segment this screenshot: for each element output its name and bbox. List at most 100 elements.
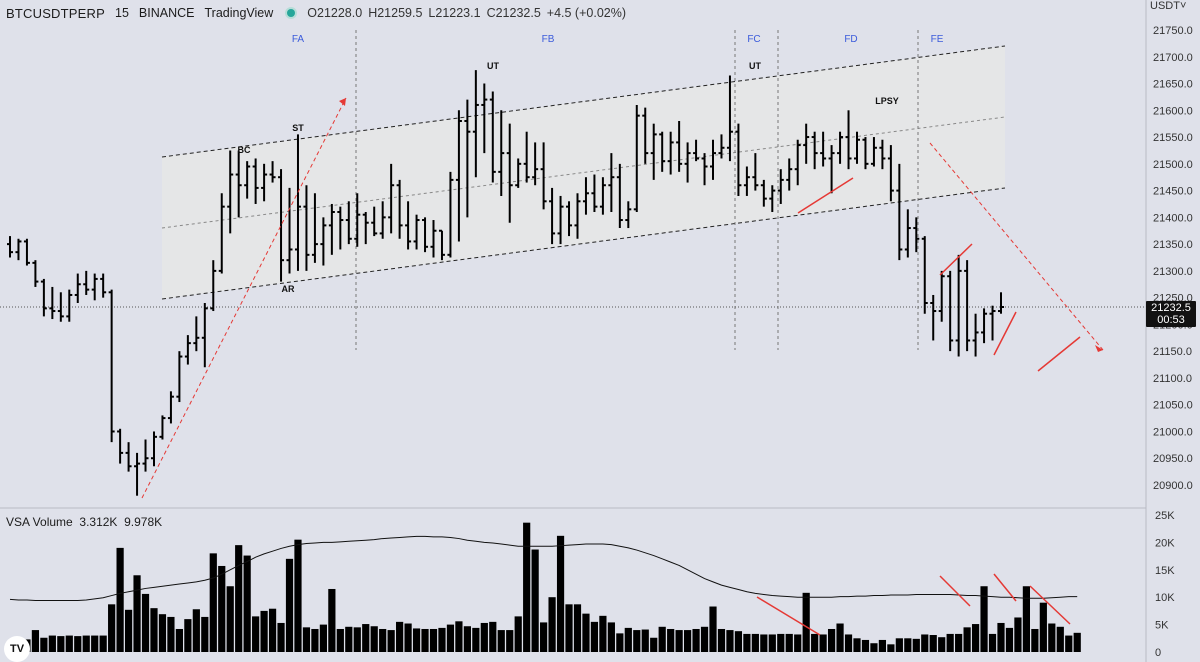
volume-bar (878, 639, 887, 652)
volume-bar (302, 627, 311, 652)
volume-bar (463, 626, 471, 652)
ohlc-bar (15, 238, 22, 261)
ohlc-bar (379, 201, 386, 239)
volume-bar (768, 634, 776, 652)
volume-bars[interactable] (6, 522, 1081, 652)
ohlc-low: L21223.1 (428, 6, 481, 20)
volume-bar (938, 637, 946, 652)
volume-bar (167, 616, 175, 652)
volume-bar (277, 622, 285, 652)
ohlc-bar (557, 195, 564, 245)
ohlc-bar (574, 193, 581, 239)
ohlc-bar (769, 185, 776, 212)
ohlc-bar (396, 179, 403, 239)
volume-bar (641, 629, 649, 652)
ohlc-bar (278, 169, 285, 282)
phase-label: FA (292, 34, 305, 45)
volume-bar (336, 628, 344, 652)
volume-bar (489, 621, 497, 652)
volume-bar (895, 638, 903, 652)
ohlc-bar (506, 123, 513, 223)
volume-bar (1022, 586, 1030, 652)
ohlc-bar (227, 150, 234, 234)
volume-value-2: 9.978K (124, 515, 163, 529)
volume-legend[interactable]: VSA Volume 3.312K 9.978K (6, 515, 162, 529)
ohlc-bar (667, 131, 674, 175)
ohlc-bar (49, 286, 56, 320)
volume-bar (506, 630, 514, 652)
ohlc-bar (625, 201, 632, 229)
ohlc-bar (599, 177, 606, 215)
ohlc-bar (405, 201, 412, 250)
volume-bar (1073, 632, 1081, 652)
ohlc-high: H21259.5 (368, 6, 423, 20)
event-label: AR (282, 284, 295, 294)
price-tick-label: 21350.0 (1153, 239, 1193, 251)
ohlc-bar (261, 163, 268, 202)
volume-bar (455, 621, 463, 652)
price-axis[interactable]: 21750.0 21700.0 21650.0 21600.0 21550.0 21500… (1153, 25, 1193, 659)
volume-bar (582, 613, 590, 652)
volume-bar (1056, 626, 1064, 652)
volume-bar (421, 628, 429, 652)
ohlc-bar (828, 145, 835, 194)
volume-bar (946, 633, 954, 652)
volume-bar (40, 637, 48, 652)
volume-bar (819, 634, 827, 652)
annotations: BC ST AR UT UT LPSY (141, 61, 1104, 499)
price-tick-label: 21050.0 (1153, 400, 1193, 412)
volume-bar (328, 588, 336, 652)
trading-range-channel: FA FB FC FD FE (161, 30, 1006, 350)
ohlc-bar (455, 110, 462, 242)
price-tick-label: 21600.0 (1153, 105, 1193, 117)
volume-bar (777, 633, 785, 652)
ohlc-bar (472, 70, 479, 178)
ohlc-bar (794, 139, 801, 186)
ohlc-bar (201, 303, 208, 368)
ohlc-bar (837, 131, 844, 164)
ohlc-bar (515, 158, 522, 188)
ohlc-bar (74, 273, 81, 303)
volume-bar (438, 627, 446, 652)
ohlc-bar (777, 169, 784, 204)
volume-bar (590, 621, 599, 652)
symbol-name[interactable]: BTCUSDTPERP (6, 5, 105, 21)
ohlc-bar (676, 121, 683, 172)
price-bars[interactable] (7, 70, 1004, 496)
ohlc-bar (193, 316, 200, 352)
ohlc-bar (413, 214, 420, 250)
volume-tick-label: 0 (1155, 647, 1161, 659)
volume-bar (201, 616, 209, 652)
tradingview-logo-icon[interactable]: TV (4, 636, 30, 662)
ohlc-bar (642, 107, 649, 164)
volume-bar (751, 633, 759, 652)
volume-bar (667, 628, 675, 652)
ohlc-bar (438, 229, 445, 261)
ohlc-bar (57, 292, 64, 322)
volume-value-1: 3.312K (79, 515, 118, 529)
ohlc-bar (218, 193, 225, 274)
volume-bar (599, 615, 607, 652)
ohlc-bar (845, 110, 852, 170)
volume-bar (99, 635, 107, 652)
volume-tick-label: 10K (1155, 592, 1175, 604)
volume-bar (362, 624, 370, 652)
channel-mid-line (161, 116, 1006, 229)
volume-bar (150, 608, 158, 652)
bar-countdown: 00:53 (1157, 314, 1185, 326)
volume-bar (91, 635, 99, 652)
volume-bar (861, 639, 870, 652)
interval[interactable]: 15 (115, 6, 129, 20)
event-label: UT (487, 61, 499, 71)
volume-bar (141, 593, 150, 652)
ohlc-bar (540, 142, 547, 210)
currency-selector-button[interactable]: USDT˅ (1150, 0, 1187, 12)
ohlc-bar (803, 123, 810, 164)
volume-bar (396, 621, 404, 652)
volume-bar (523, 522, 531, 652)
phase-label: FE (931, 34, 944, 45)
price-tick-label: 21400.0 (1153, 212, 1193, 224)
volume-bar (252, 616, 260, 652)
ohlc-bar (608, 153, 615, 212)
